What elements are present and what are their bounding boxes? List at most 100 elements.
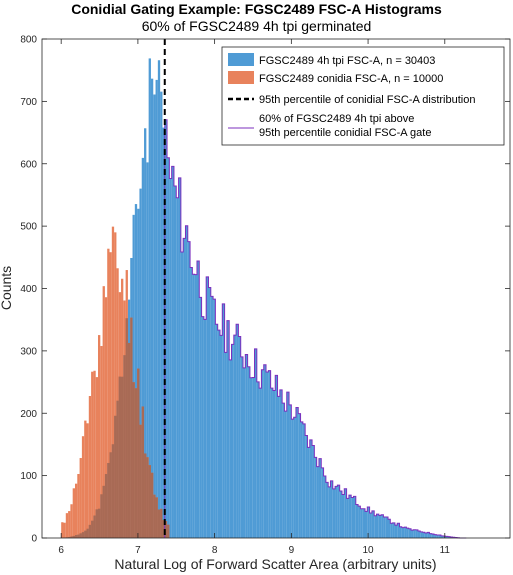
tpi-bar <box>367 506 370 538</box>
overlap-bar <box>153 494 156 538</box>
x-tick-label: 6 <box>58 545 64 556</box>
tpi-bar <box>226 320 230 538</box>
tpi-bar <box>438 535 441 538</box>
tpi-bar <box>337 485 340 538</box>
tpi-bar <box>450 536 453 538</box>
tpi-bar <box>394 525 398 538</box>
overlap-bar <box>125 318 128 538</box>
tpi-bar <box>160 91 163 538</box>
overlap-bar <box>132 382 135 538</box>
tpi-bar <box>300 421 303 538</box>
tpi-bar <box>162 127 165 538</box>
tpi-bar <box>199 297 202 538</box>
x-tick-label: 9 <box>289 545 295 556</box>
tpi-bar <box>261 369 264 538</box>
tpi-bar <box>134 204 138 538</box>
y-axis-label: Counts <box>0 266 14 310</box>
conidia-bar <box>63 522 66 538</box>
tpi-bar <box>224 352 227 538</box>
tpi-bar <box>399 526 402 538</box>
overlap-bar <box>150 472 154 538</box>
overlap-bar <box>111 444 115 538</box>
conidia-bar <box>102 286 105 538</box>
conidia-bar <box>88 396 92 538</box>
tpi-bar <box>339 491 342 538</box>
tpi-bar <box>259 388 262 538</box>
tpi-bar <box>183 238 186 538</box>
tpi-bar <box>236 324 239 538</box>
overlap-bar <box>98 508 101 538</box>
tpi-bar <box>323 476 326 538</box>
tpi-bar <box>388 519 391 538</box>
overlap-bar <box>95 509 99 538</box>
legend-entry-percentile: 95th percentile of conidial FSC-A distri… <box>259 94 475 106</box>
tpi-bar <box>302 423 306 538</box>
tpi-bar <box>268 370 271 538</box>
tpi-bar <box>413 529 416 538</box>
tpi-bar <box>381 514 384 538</box>
overlap-bar <box>144 453 147 538</box>
tpi-bar <box>371 510 375 538</box>
overlap-bar <box>86 528 89 538</box>
tpi-bar <box>383 516 386 538</box>
tpi-bar <box>376 514 379 538</box>
tpi-bar <box>222 303 225 538</box>
tpi-bar <box>422 532 425 538</box>
tpi-bar <box>231 344 234 538</box>
tpi-bar <box>270 388 273 538</box>
tpi-bar <box>332 488 336 538</box>
tpi-bar <box>378 515 382 538</box>
tpi-bar <box>206 276 209 538</box>
tpi-bar <box>434 534 437 538</box>
gate-outline-line <box>164 119 467 539</box>
overlap-bar <box>118 376 122 538</box>
tpi-bar <box>201 316 204 538</box>
overlap-bar <box>81 532 85 538</box>
overlap-bar <box>72 535 75 538</box>
overlap-bar <box>100 494 103 538</box>
tpi-bar <box>185 225 188 538</box>
tpi-bar <box>360 508 363 538</box>
tpi-bar <box>132 214 135 538</box>
conidia-bar <box>72 488 75 538</box>
tpi-bar <box>289 404 292 538</box>
tpi-bar <box>167 157 170 539</box>
y-axis: 0 100 200 300 400 500 600 700 800 <box>20 35 510 545</box>
tpi-bar <box>358 506 361 538</box>
tpi-bar <box>148 58 151 539</box>
tpi-bar <box>397 523 400 538</box>
tpi-bar <box>415 529 418 538</box>
tpi-bar <box>401 527 405 538</box>
tpi-bar <box>392 522 395 538</box>
legend: FGSC2489 4h tpi FSC-A, n = 30403 FGSC248… <box>221 46 505 146</box>
tpi-bar <box>447 536 451 538</box>
tpi-bar <box>440 535 444 538</box>
y-tick-label: 600 <box>20 159 37 170</box>
tpi-bar <box>348 495 352 538</box>
tpi-bar <box>420 531 423 538</box>
overlap-bar <box>93 515 96 538</box>
overlap-bar <box>74 534 78 538</box>
tpi-bar <box>328 486 331 538</box>
tpi-bar <box>157 60 161 538</box>
tpi-bar <box>424 533 428 538</box>
tpi-bar <box>169 178 172 539</box>
tpi-bar <box>279 389 283 538</box>
tpi-bar <box>408 528 412 538</box>
overlap-bar <box>88 524 92 538</box>
conidia-bar <box>107 248 110 538</box>
legend-swatch-tpi <box>228 53 254 66</box>
overlap-bar <box>130 317 133 538</box>
x-tick-label: 11 <box>440 545 451 556</box>
tpi-bar <box>164 119 168 538</box>
conidia-bar <box>84 420 87 538</box>
conidia-bar <box>109 252 112 538</box>
y-tick-label: 800 <box>20 35 37 46</box>
tpi-bar <box>208 287 211 538</box>
conidia-bar <box>81 436 85 538</box>
y-tick-label: 200 <box>20 409 37 420</box>
tpi-bar <box>284 411 287 538</box>
legend-entry-conidia: FGSC2489 conidia FSC-A, n = 10000 <box>259 73 443 85</box>
